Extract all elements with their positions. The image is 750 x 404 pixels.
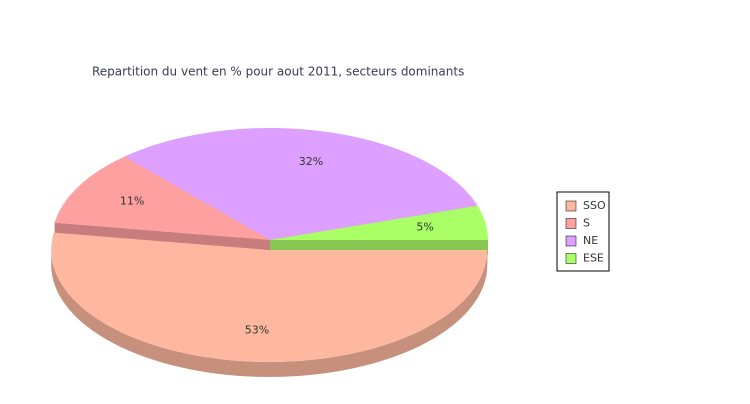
legend-swatch (565, 235, 577, 247)
data-label: 11% (120, 195, 144, 208)
legend-swatch (565, 218, 577, 229)
slice (51, 232, 488, 362)
slice (54, 156, 270, 240)
legend-label: S (583, 217, 590, 230)
legend-swatch (565, 253, 577, 264)
slice (270, 205, 488, 240)
legend-label: SSO (583, 199, 606, 212)
data-label: 53% (245, 323, 269, 336)
data-label: 32% (299, 155, 323, 168)
legend-swatch (565, 200, 577, 212)
legend-box (556, 191, 610, 272)
data-label: 5% (416, 221, 433, 234)
legend-label: NE (583, 234, 598, 247)
chart-title: Repartition du vent en % pour aout 2011,… (92, 65, 464, 79)
legend-label: ESE (583, 252, 604, 265)
slice (124, 128, 478, 240)
